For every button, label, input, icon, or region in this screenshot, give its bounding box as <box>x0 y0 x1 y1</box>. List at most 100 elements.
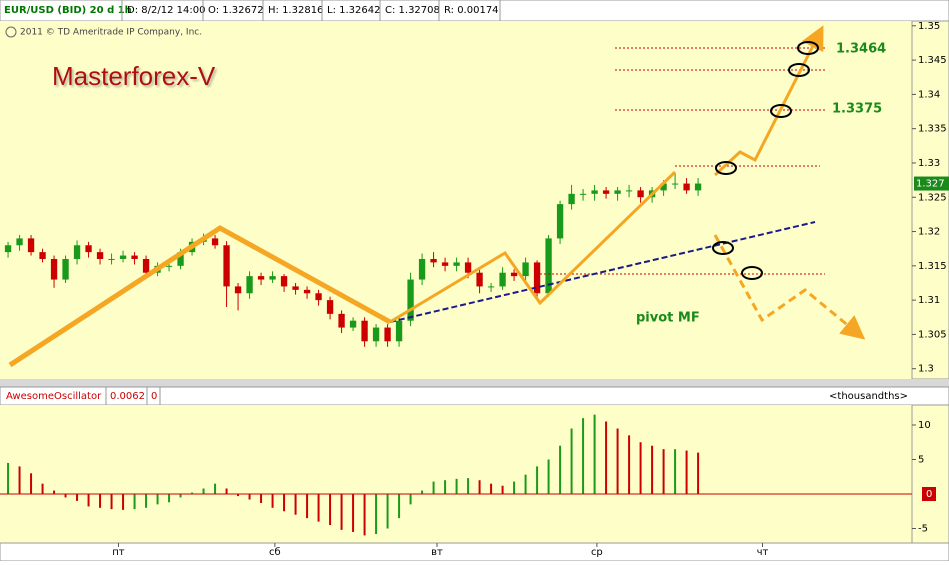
low: L: 1.32642 <box>327 5 380 16</box>
candle-body <box>430 258 437 263</box>
candle-body <box>602 190 610 194</box>
candle-body <box>637 190 644 198</box>
x-tick-label: вт <box>431 547 443 558</box>
level-label: 1.3464 <box>836 42 886 57</box>
candle-body <box>27 238 35 253</box>
candle-body <box>234 286 242 294</box>
marker-ellipse <box>770 104 792 118</box>
candle-body <box>131 255 138 259</box>
candle-body <box>625 190 633 192</box>
candle-body <box>522 262 529 277</box>
y-tick-label: 0 <box>926 489 932 500</box>
forecast-up <box>713 25 824 177</box>
candle-body <box>303 289 311 294</box>
y-tick-label: 1.335 <box>918 124 947 135</box>
date: D: 8/2/12 14:00 <box>127 5 205 16</box>
candle-body <box>694 183 702 191</box>
y-tick-label: 1.305 <box>918 329 947 340</box>
drawings <box>8 25 866 368</box>
y-tick-label: 1.325 <box>918 192 947 203</box>
x-tick-label: пт <box>112 547 125 558</box>
range: R: 0.00174 <box>444 5 499 16</box>
osc-setting: 0 <box>151 391 157 402</box>
separator <box>0 379 949 387</box>
osc-axis <box>911 404 949 544</box>
candle-body <box>338 313 345 328</box>
last-price-label: 1.327 <box>916 179 945 190</box>
marker-ellipse <box>797 41 819 55</box>
marker-ellipse <box>788 63 810 77</box>
candle-body <box>372 327 380 342</box>
candle-body <box>39 252 46 259</box>
candle-body <box>292 286 299 290</box>
y-tick-label: -5 <box>918 524 928 535</box>
candle-body <box>683 183 690 191</box>
level-label: 1.3375 <box>832 102 882 117</box>
candle-body <box>568 193 575 205</box>
osc-units: <thousandths> <box>829 391 908 402</box>
osc-panel <box>0 405 912 543</box>
candle-body <box>165 265 173 267</box>
price-axis <box>911 20 949 380</box>
candle-body <box>533 262 541 294</box>
marker-ellipse <box>741 266 763 280</box>
candle-body <box>545 238 552 294</box>
candles <box>4 173 702 347</box>
candle-body <box>269 276 276 280</box>
candle-body <box>614 190 621 194</box>
candle-body <box>315 293 322 301</box>
osc-current: 0.0062 <box>110 391 145 402</box>
forecast-down <box>713 234 866 340</box>
y-tick-label: 1.3 <box>918 364 934 375</box>
logo <box>5 26 17 38</box>
candle-body <box>487 286 495 288</box>
last-price-box <box>914 176 949 191</box>
osc-bars <box>7 414 700 536</box>
candle-body <box>671 183 679 185</box>
candle-body <box>395 320 403 342</box>
candle-body <box>361 320 368 342</box>
candle-body <box>660 183 667 191</box>
candle-body <box>50 258 58 280</box>
y-tick-label: 5 <box>918 455 924 466</box>
y-tick-label: 1.35 <box>918 21 940 32</box>
y-tick-label: 1.345 <box>918 55 947 66</box>
wave-line <box>8 225 392 368</box>
candle-body <box>579 193 587 195</box>
y-tick-label: 1.31 <box>918 295 940 306</box>
candle-body <box>499 272 506 287</box>
y-tick-label: 1.33 <box>918 158 940 169</box>
candle-body <box>326 300 334 314</box>
chart-title: Masterforex-V <box>52 61 216 91</box>
candle-body <box>246 276 253 294</box>
candle-body <box>119 255 127 259</box>
candle-body <box>62 258 69 280</box>
candle-body <box>464 262 472 273</box>
x-tick-label: ср <box>591 547 603 558</box>
y-tick-label: 10 <box>918 420 931 431</box>
candle-body <box>73 245 81 259</box>
time-axis <box>0 542 949 562</box>
candle-body <box>510 272 518 277</box>
candle-body <box>384 327 391 342</box>
candle-body <box>223 245 230 287</box>
candle-body <box>280 276 288 287</box>
osc-title: AwesomeOscillator <box>6 391 102 402</box>
open: O: 1.32672 <box>208 5 264 16</box>
candle-body <box>441 262 449 266</box>
y-tick-label: 1.315 <box>918 261 947 272</box>
candle-body <box>407 279 414 321</box>
y-tick-label: 1.32 <box>918 227 940 238</box>
y-tick-label: 1.34 <box>918 89 940 100</box>
candle-body <box>349 320 357 328</box>
x-tick-label: чт <box>757 547 769 558</box>
candle-body <box>108 258 115 260</box>
close: C: 1.32708 <box>385 5 440 16</box>
candle-body <box>85 245 92 253</box>
candle-body <box>177 252 184 266</box>
candle-body <box>96 252 104 259</box>
zero-box <box>922 487 936 502</box>
candle-body <box>4 245 12 253</box>
candle-body <box>16 238 23 246</box>
